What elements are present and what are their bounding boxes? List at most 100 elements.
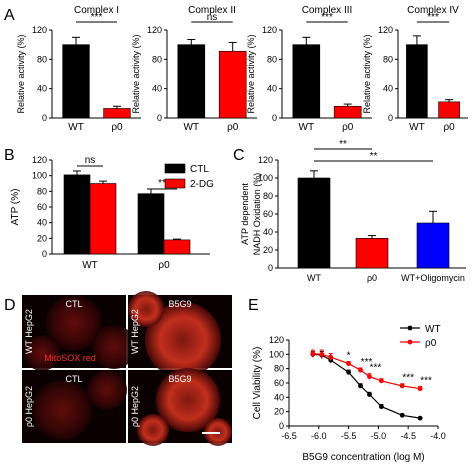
bar-WT-CTL [63, 174, 91, 255]
panel-letter-B: B [4, 147, 15, 164]
y-tick-label: 60 [263, 209, 273, 219]
column-label: CTL [65, 299, 82, 309]
cell [32, 380, 92, 440]
y-axis-label-line1: ATP dependent [240, 183, 250, 245]
y-tick-label: 100 [258, 173, 273, 183]
x-tick-label: WT [68, 122, 84, 133]
legend-label: ρ0 [425, 338, 437, 349]
x-tick-label: -5.0 [371, 431, 387, 441]
bar-rho0 [333, 105, 362, 119]
y-tick-label: 80 [267, 54, 277, 64]
y-tick-label: 100 [269, 349, 284, 359]
bar-WT [297, 177, 331, 269]
y-tick-label: 120 [147, 25, 162, 35]
x-tick-label: -4.0 [430, 431, 446, 441]
bar-ρ0 [355, 238, 389, 269]
chart-title: Complex IV [407, 5, 459, 16]
bar-wt [62, 44, 90, 119]
legend-label: 2-DG [190, 179, 214, 190]
data-point-ρ0 [328, 354, 334, 360]
data-point-ρ0 [367, 374, 372, 379]
data-point-ρ0 [378, 378, 384, 384]
significance-label: * [347, 351, 351, 362]
y-tick-label: 120 [32, 155, 47, 165]
y-tick-label: 0 [388, 113, 393, 123]
legend-marker-ρ0 [407, 339, 413, 345]
y-tick-label: 40 [152, 84, 162, 94]
x-tick-label: WT [307, 273, 321, 283]
significance-label: *** [370, 363, 382, 374]
significance-label: *** [402, 373, 414, 384]
bar-wt [406, 44, 428, 119]
legend-label: WT [425, 324, 441, 335]
y-tick-label: 120 [262, 25, 277, 35]
data-point-WT [417, 415, 423, 421]
legend-swatch-2-DG [164, 178, 186, 189]
y-tick-label: 0 [279, 421, 284, 431]
data-point-WT [399, 412, 405, 418]
bar-rho0 [438, 101, 460, 119]
data-point-ρ0 [319, 351, 325, 357]
panel-letter-D: D [4, 297, 16, 314]
data-point-WT [346, 369, 351, 375]
x-tick-label: -4.5 [400, 431, 416, 441]
y-axis-label: Relative activity (%) [362, 34, 372, 113]
y-tick-label: 60 [274, 378, 284, 388]
y-tick-label: 0 [268, 263, 273, 273]
y-tick-label: 40 [263, 227, 273, 237]
x-axis-label: B5G9 concentration (log M) [302, 452, 424, 463]
data-point-WT [367, 392, 372, 397]
bar-wt [292, 44, 321, 119]
chart-title: Complex I [74, 5, 119, 16]
y-axis-label: Relative activity (%) [16, 34, 26, 113]
y-tick-label: 80 [152, 54, 162, 64]
y-tick-label: 80 [37, 54, 47, 64]
chart-title: Complex III [302, 5, 353, 16]
significance-label: ns [207, 12, 218, 23]
y-tick-label: 120 [258, 155, 273, 165]
y-tick-label: 0 [42, 113, 47, 123]
bar-WT+Oligomycin [416, 222, 450, 269]
stain-label: MitoSOX red [44, 353, 96, 363]
cell [87, 370, 127, 410]
y-axis-label: Relative activity (%) [131, 34, 141, 113]
y-tick-label: 120 [378, 25, 393, 35]
y-tick-label: 40 [383, 84, 393, 94]
y-tick-label: 20 [274, 407, 284, 417]
x-tick-label: WT [82, 260, 98, 271]
column-label: B5G9 [168, 374, 191, 384]
column-label: CTL [65, 374, 82, 384]
significance-label: *** [420, 376, 432, 387]
cell [46, 295, 102, 351]
y-tick-label: 120 [32, 25, 47, 35]
x-tick-label: ρ0 [111, 122, 123, 133]
x-tick-label: WT [299, 122, 315, 133]
y-tick-label: 0 [157, 113, 162, 123]
x-tick-label: -5.5 [341, 431, 357, 441]
bar-rho0 [218, 50, 247, 119]
x-tick-label: WT [409, 122, 425, 133]
y-tick-label: 80 [263, 191, 273, 201]
cell [156, 368, 220, 432]
y-tick-label: 100 [32, 171, 47, 181]
y-tick-label: 80 [383, 54, 393, 64]
data-point-ρ0 [346, 361, 351, 367]
significance-label: ns [85, 155, 96, 166]
x-tick-label: WT [184, 122, 200, 133]
chart-title: Complex II [188, 5, 236, 16]
significance-label: *** [361, 357, 373, 368]
y-tick-label: 40 [267, 84, 277, 94]
data-point-ρ0 [310, 351, 316, 357]
data-point-ρ0 [358, 367, 363, 373]
bar-ρ0-CTL [137, 193, 165, 255]
data-point-WT [358, 383, 363, 389]
significance-label: ** [370, 151, 378, 162]
legend-swatch-CTL [164, 163, 186, 174]
x-tick-label: ρ0 [158, 260, 170, 271]
y-tick-label: 80 [274, 364, 284, 374]
x-tick-label: -6.5 [281, 431, 297, 441]
y-axis-label: Cell Viability (%) [252, 347, 263, 420]
data-point-WT [378, 404, 384, 410]
panel-letter-E: E [248, 297, 259, 314]
significance-label: ** [339, 139, 347, 150]
